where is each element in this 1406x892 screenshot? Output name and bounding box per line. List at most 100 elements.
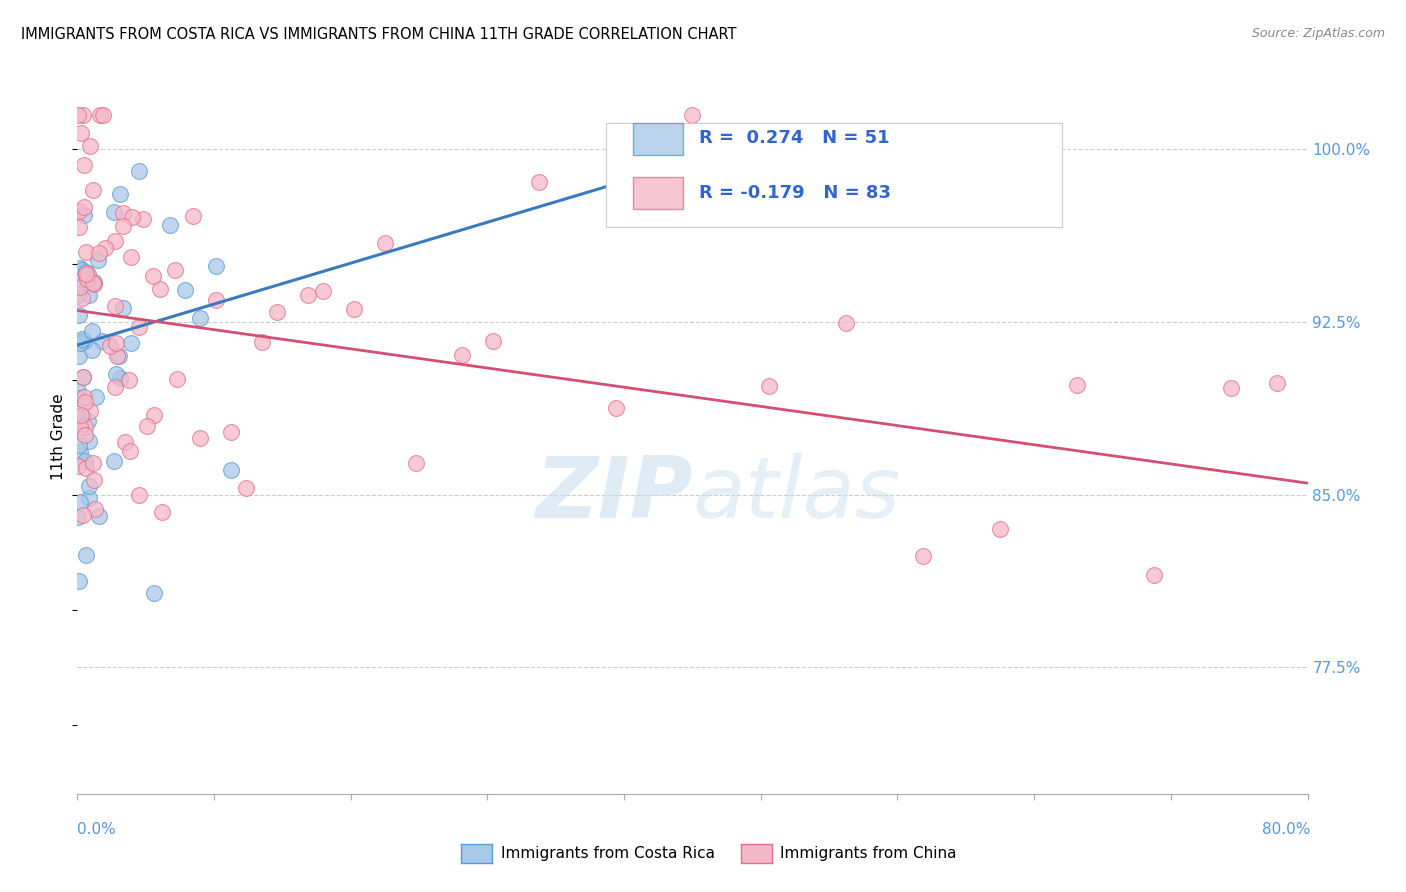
Point: [83, 277, 105, 291]
Point: [190, 431, 212, 445]
Text: Source: ZipAtlas.com: Source: ZipAtlas.com: [1251, 27, 1385, 40]
Point: [121, 211, 143, 225]
Point: [77, 491, 100, 505]
Point: [75, 394, 97, 409]
Point: [72, 508, 94, 522]
Point: [73, 454, 96, 468]
Point: [100, 338, 122, 352]
Point: [758, 379, 780, 393]
Point: [143, 408, 166, 422]
Point: [70, 332, 93, 346]
Point: [149, 282, 172, 296]
Point: [67, 391, 90, 405]
Point: [70, 127, 93, 141]
Point: [1219, 380, 1241, 394]
Point: [107, 349, 129, 363]
Point: [69, 445, 91, 459]
Point: [69, 420, 91, 434]
Point: [297, 288, 319, 302]
Point: [72, 272, 94, 286]
Point: [67, 459, 90, 474]
Point: [527, 175, 550, 189]
Point: [105, 349, 128, 363]
Point: [79, 139, 101, 153]
Point: [83, 473, 105, 487]
Point: [835, 316, 858, 330]
Point: [77, 478, 100, 492]
Point: [104, 379, 127, 393]
Point: [104, 299, 127, 313]
Text: 0.0%: 0.0%: [77, 822, 117, 837]
Point: [110, 187, 132, 202]
Point: [77, 287, 100, 301]
Text: IMMIGRANTS FROM COSTA RICA VS IMMIGRANTS FROM CHINA 11TH GRADE CORRELATION CHART: IMMIGRANTS FROM COSTA RICA VS IMMIGRANTS…: [21, 27, 737, 42]
Point: [1265, 376, 1288, 391]
Point: [67, 349, 90, 363]
Point: [75, 268, 97, 282]
Point: [75, 244, 97, 259]
Point: [128, 164, 150, 178]
Point: [89, 108, 111, 122]
Point: [72, 157, 94, 171]
Point: [118, 444, 141, 458]
Point: [374, 235, 396, 250]
Point: [405, 456, 427, 470]
Point: [219, 463, 242, 477]
Point: [128, 488, 150, 502]
Text: Immigrants from China: Immigrants from China: [780, 847, 957, 861]
Point: [67, 509, 90, 524]
Point: [67, 220, 90, 235]
Point: [166, 372, 188, 386]
Point: [204, 260, 226, 274]
Point: [103, 454, 125, 468]
Point: [82, 183, 104, 197]
Point: [70, 334, 93, 348]
Point: [69, 418, 91, 433]
Point: [67, 574, 90, 588]
Point: [84, 391, 107, 405]
Point: [111, 206, 134, 220]
Point: [450, 348, 472, 362]
Point: [67, 384, 90, 398]
Point: [682, 108, 704, 122]
Point: [75, 461, 97, 475]
Point: [605, 401, 627, 416]
Point: [67, 438, 90, 452]
Point: [80, 325, 103, 339]
Bar: [634, 123, 683, 155]
Point: [343, 301, 366, 316]
Point: [112, 219, 135, 233]
Point: [69, 494, 91, 508]
Point: [165, 263, 187, 277]
Bar: [634, 177, 683, 209]
Point: [110, 371, 132, 385]
Y-axis label: 11th Grade: 11th Grade: [51, 393, 66, 481]
Point: [73, 200, 96, 214]
Point: [132, 212, 155, 227]
Text: atlas: atlas: [693, 452, 900, 536]
Point: [72, 369, 94, 384]
Text: R =  0.274   N = 51: R = 0.274 N = 51: [699, 129, 889, 147]
Point: [174, 283, 197, 297]
Point: [143, 586, 166, 600]
Point: [912, 549, 935, 564]
Point: [91, 108, 114, 122]
Point: [150, 505, 173, 519]
Point: [120, 250, 142, 264]
Text: R = -0.179   N = 83: R = -0.179 N = 83: [699, 184, 890, 202]
Point: [1143, 568, 1166, 582]
Point: [82, 276, 104, 290]
Point: [75, 265, 97, 279]
Point: [190, 311, 212, 326]
Point: [250, 335, 273, 350]
Point: [73, 208, 96, 222]
Text: ZIP: ZIP: [534, 452, 693, 536]
Point: [77, 414, 100, 428]
Point: [76, 267, 98, 281]
Point: [69, 261, 91, 276]
Point: [77, 434, 100, 448]
Point: [69, 336, 91, 351]
Point: [159, 219, 181, 233]
Point: [69, 280, 91, 294]
Point: [79, 404, 101, 418]
